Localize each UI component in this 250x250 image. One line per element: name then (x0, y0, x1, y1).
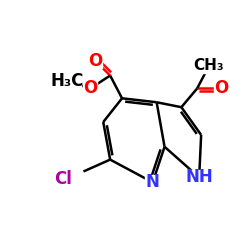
Text: N: N (146, 173, 160, 191)
Text: CH₃: CH₃ (194, 58, 224, 73)
Text: O: O (83, 80, 98, 98)
Text: O: O (214, 80, 228, 98)
Bar (52, 172, 74, 186)
Bar (84, 82, 97, 95)
Bar (214, 82, 228, 95)
Bar (194, 59, 224, 72)
Bar (88, 54, 102, 68)
Text: Cl: Cl (54, 170, 72, 188)
Text: NH: NH (185, 168, 213, 186)
Text: O: O (88, 52, 102, 70)
Bar (187, 170, 211, 184)
Text: H₃C: H₃C (51, 72, 84, 90)
Bar (145, 176, 160, 189)
Bar (46, 74, 82, 88)
